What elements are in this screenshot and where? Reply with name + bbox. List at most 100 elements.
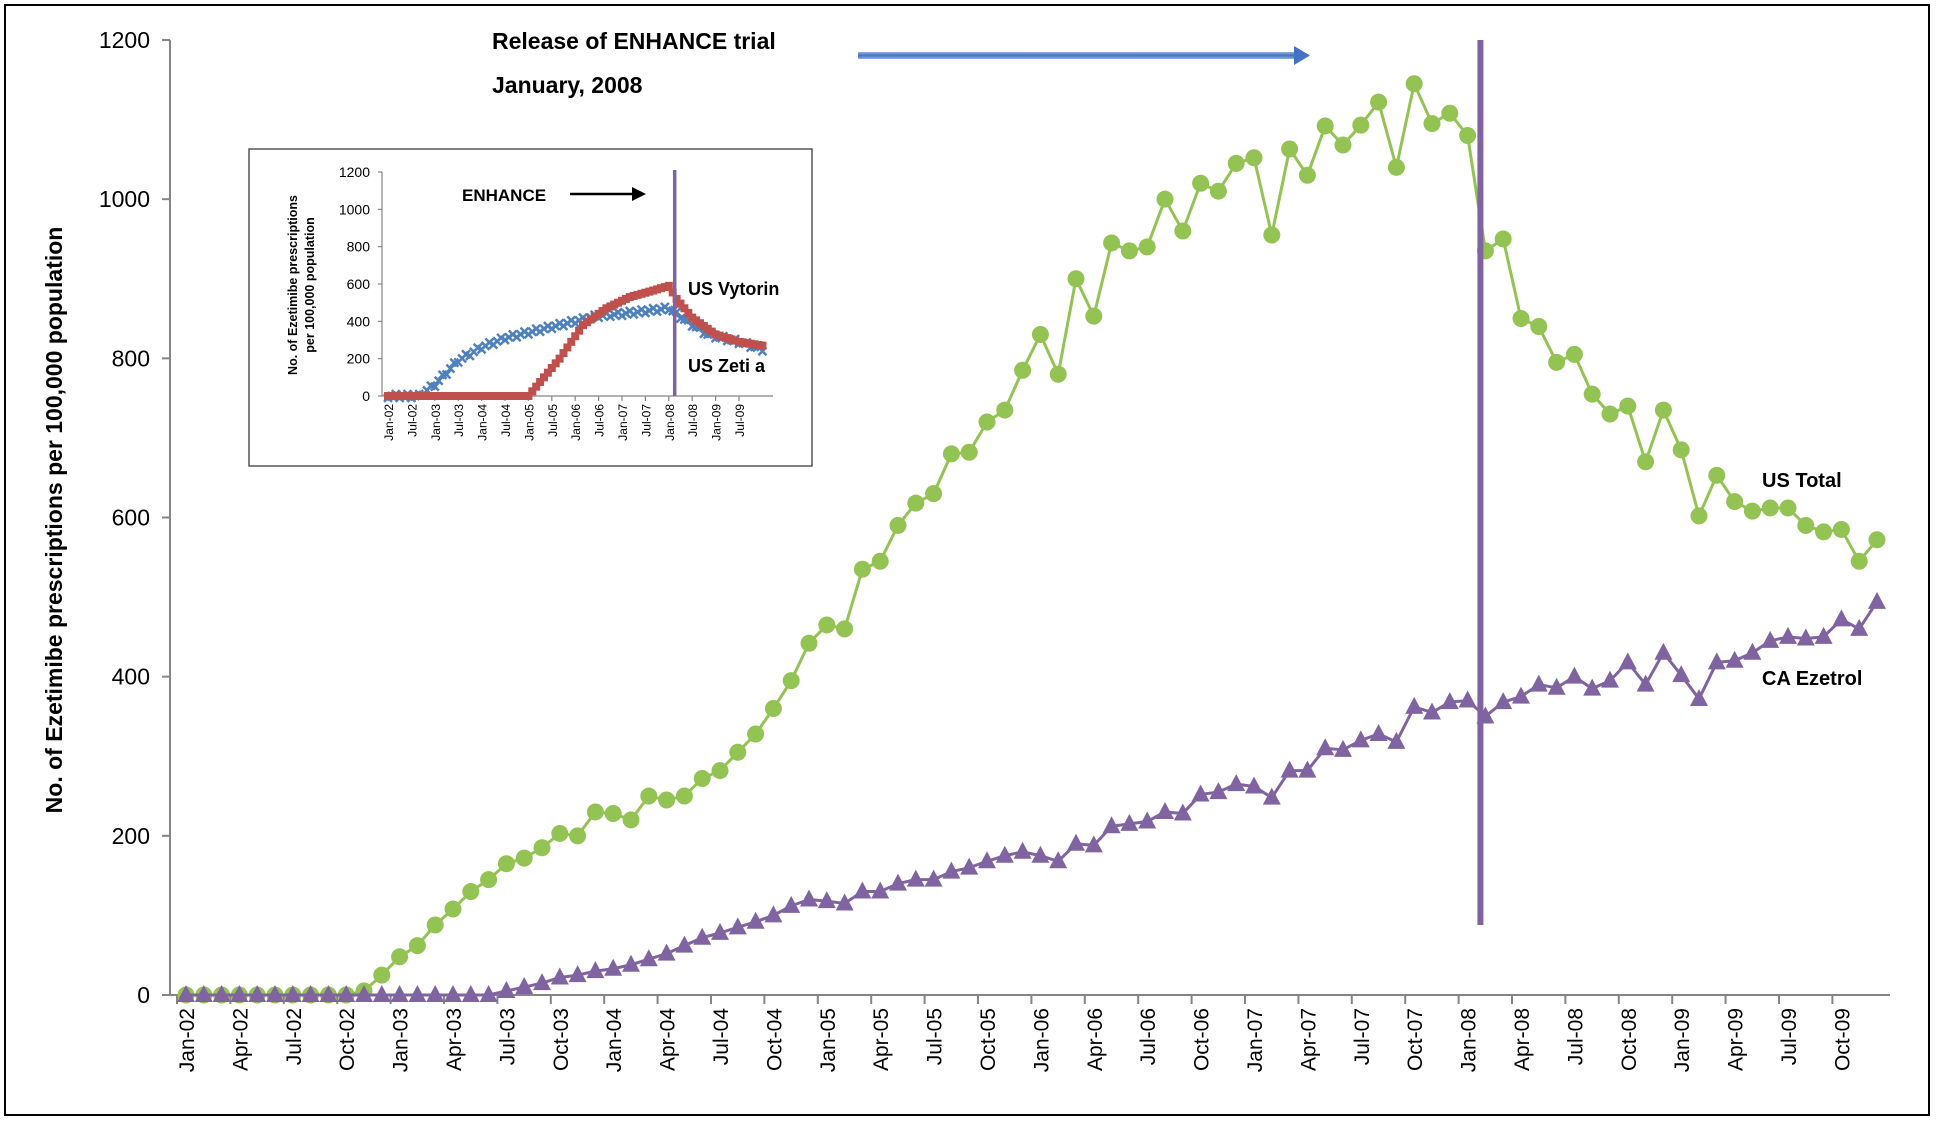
series-label-ca-ezetrol: CA Ezetrol — [1762, 668, 1862, 690]
inset-x-tick-label: Jul-03 — [452, 404, 466, 437]
inset-data-point — [680, 304, 689, 313]
data-point — [1014, 361, 1032, 379]
inset-x-tick-label: Jul-09 — [733, 404, 747, 437]
data-point — [1868, 591, 1886, 609]
data-point — [1779, 626, 1797, 644]
data-point — [1512, 310, 1530, 328]
x-tick-label: Oct-03 — [550, 1008, 573, 1071]
inset-data-point — [540, 373, 548, 382]
data-point — [1209, 782, 1228, 800]
data-point — [194, 985, 213, 1002]
inset-data-point — [429, 381, 440, 392]
x-tick-label: Apr-07 — [1297, 1008, 1320, 1071]
inset-data-point — [524, 392, 533, 400]
data-point — [550, 967, 569, 985]
data-point — [907, 494, 925, 512]
data-point — [319, 985, 338, 1002]
data-point — [372, 985, 391, 1002]
data-point — [675, 935, 694, 953]
inset-data-point — [676, 299, 685, 308]
data-point — [408, 937, 426, 955]
inset-x-tick-label: Jan-09 — [710, 404, 724, 441]
data-point — [1262, 787, 1281, 805]
x-tick-label: Jan-03 — [390, 1008, 413, 1072]
data-point — [853, 881, 872, 899]
x-tick-label: Apr-04 — [657, 1008, 680, 1071]
inset-data-point — [575, 326, 584, 335]
data-point — [817, 891, 836, 909]
inset-x-tick-label: Jul-04 — [499, 404, 513, 437]
data-point — [640, 787, 658, 805]
x-tick-label: Jan-06 — [1030, 1008, 1053, 1072]
data-point — [1405, 696, 1424, 714]
inset-data-point — [684, 308, 693, 317]
data-point — [1298, 760, 1317, 778]
data-point — [426, 916, 444, 934]
data-point — [586, 803, 604, 821]
data-point — [747, 725, 765, 743]
data-point — [1405, 75, 1423, 93]
data-point — [391, 948, 409, 966]
data-point — [1814, 626, 1833, 644]
data-point — [1049, 851, 1068, 869]
data-point — [1618, 652, 1637, 670]
data-point — [942, 861, 961, 879]
data-point — [426, 985, 445, 1002]
data-point — [1565, 345, 1583, 363]
y-tick-label: 400 — [112, 664, 150, 690]
data-point — [1084, 835, 1103, 853]
data-point — [1103, 234, 1121, 252]
data-point — [1191, 784, 1210, 802]
data-point — [1245, 149, 1263, 167]
inset-x-tick-label: Jan-06 — [569, 404, 583, 441]
data-point — [1601, 670, 1619, 688]
inset-data-point — [547, 364, 556, 372]
data-point — [1459, 127, 1477, 144]
data-point — [995, 845, 1014, 863]
data-point — [1013, 841, 1032, 859]
data-point — [1049, 365, 1067, 383]
inset-data-point — [441, 369, 452, 380]
data-point — [1156, 190, 1174, 208]
data-point — [479, 985, 498, 1002]
data-point — [461, 985, 480, 1002]
data-point — [1316, 738, 1335, 756]
data-point — [1761, 630, 1780, 648]
data-point — [248, 985, 267, 1002]
data-point — [1779, 499, 1797, 517]
y-axis-title: No. of Ezetimibe prescriptions per 100,0… — [41, 227, 67, 814]
data-point — [711, 762, 729, 780]
data-point — [1548, 353, 1566, 371]
data-point — [746, 911, 765, 929]
data-point — [782, 672, 800, 690]
data-point — [764, 905, 783, 923]
x-tick-label: Jan-04 — [603, 1008, 626, 1073]
data-point — [906, 869, 925, 887]
data-point — [355, 985, 373, 1002]
data-point — [266, 985, 284, 1002]
x-tick-label: Jan-05 — [817, 1008, 840, 1072]
data-point — [568, 965, 587, 983]
x-tick-label: Jan-02 — [176, 1008, 199, 1072]
data-point — [800, 889, 818, 907]
x-tick-label: Apr-06 — [1084, 1008, 1107, 1071]
data-point — [533, 839, 551, 857]
inset-frame — [248, 148, 813, 467]
data-point — [1690, 688, 1708, 706]
x-tick-label: Jul-03 — [496, 1008, 519, 1065]
data-point — [1458, 690, 1477, 708]
inset-data-point — [758, 341, 767, 350]
data-point — [444, 985, 462, 1002]
data-point — [1174, 222, 1192, 240]
data-point — [283, 985, 302, 1002]
data-point — [1494, 230, 1512, 248]
data-point — [978, 851, 996, 869]
y-tick-label: 1000 — [99, 186, 150, 212]
data-point — [889, 873, 907, 891]
inset-data-point — [536, 378, 545, 386]
x-tick-label: Jul-05 — [924, 1008, 947, 1065]
inset-y-tick-label: 600 — [347, 276, 371, 292]
data-point — [729, 743, 747, 761]
inset-x-tick-label: Jan-03 — [429, 404, 443, 441]
